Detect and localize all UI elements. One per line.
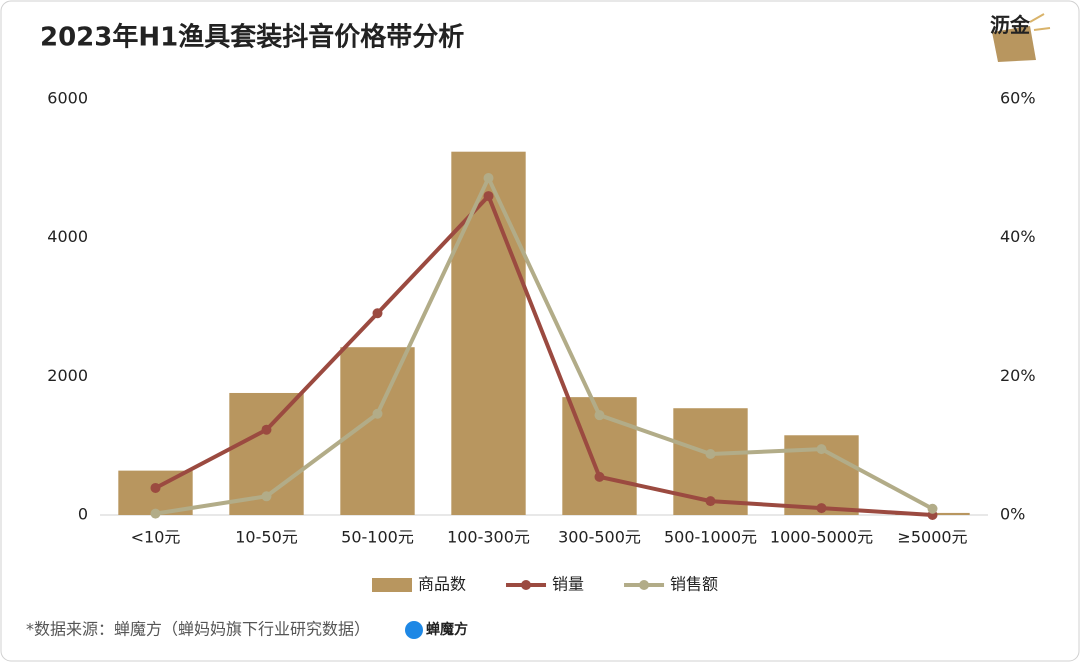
line-marker bbox=[372, 308, 383, 319]
line-marker bbox=[261, 424, 272, 435]
legend-label: 商品数 bbox=[418, 575, 466, 594]
source-note: *数据来源：蝉魔方（蝉妈妈旗下行业研究数据） bbox=[26, 620, 370, 639]
y-tick-label: 2000 bbox=[47, 366, 88, 385]
legend-swatch bbox=[372, 578, 412, 592]
line-marker bbox=[150, 482, 161, 493]
x-tick-label: 100-300元 bbox=[447, 528, 530, 547]
chart-title: 2023年H1渔具套装抖音价格带分析 bbox=[40, 22, 464, 53]
source-logo-text: 蝉魔方 bbox=[426, 621, 468, 638]
legend-swatch-marker bbox=[521, 580, 532, 590]
line bbox=[154, 192, 933, 517]
source-logo-icon bbox=[405, 621, 423, 639]
brand-logo: 沥金 bbox=[990, 13, 1051, 62]
line bbox=[155, 173, 934, 516]
legend-label: 销量 bbox=[552, 575, 584, 594]
y2-tick-label: 60% bbox=[1000, 89, 1036, 108]
x-tick-label: 500-1000元 bbox=[664, 528, 757, 547]
legend-label: 销售额 bbox=[670, 575, 718, 594]
y-tick-label: 4000 bbox=[47, 227, 88, 246]
y-tick-label: 0 bbox=[78, 505, 88, 524]
line-marker bbox=[705, 496, 716, 507]
line-marker bbox=[705, 448, 716, 459]
line-marker bbox=[927, 503, 938, 514]
legend-swatch-marker bbox=[639, 580, 650, 590]
line-marker bbox=[816, 444, 827, 455]
y2-tick-label: 0% bbox=[1000, 505, 1025, 524]
line-marker bbox=[150, 508, 161, 519]
brand-text: 沥金 bbox=[990, 13, 1031, 37]
line-marker bbox=[483, 191, 494, 202]
line-marker bbox=[594, 471, 605, 482]
y2-tick-label: 20% bbox=[1000, 366, 1036, 385]
bar bbox=[451, 151, 526, 515]
x-tick-label: ≥5000元 bbox=[897, 528, 967, 547]
y-tick-label: 6000 bbox=[47, 89, 88, 108]
x-tick-label: 10-50元 bbox=[235, 528, 298, 547]
line-marker bbox=[483, 173, 494, 184]
line-marker bbox=[594, 410, 605, 421]
y2-tick-label: 40% bbox=[1000, 227, 1036, 246]
x-tick-label: <10元 bbox=[131, 528, 181, 547]
x-tick-label: 1000-5000元 bbox=[770, 528, 873, 547]
line-marker bbox=[372, 408, 383, 419]
x-tick-label: 50-100元 bbox=[341, 528, 414, 547]
line-marker bbox=[261, 491, 272, 502]
line-marker bbox=[816, 503, 827, 514]
x-tick-label: 300-500元 bbox=[558, 528, 641, 547]
